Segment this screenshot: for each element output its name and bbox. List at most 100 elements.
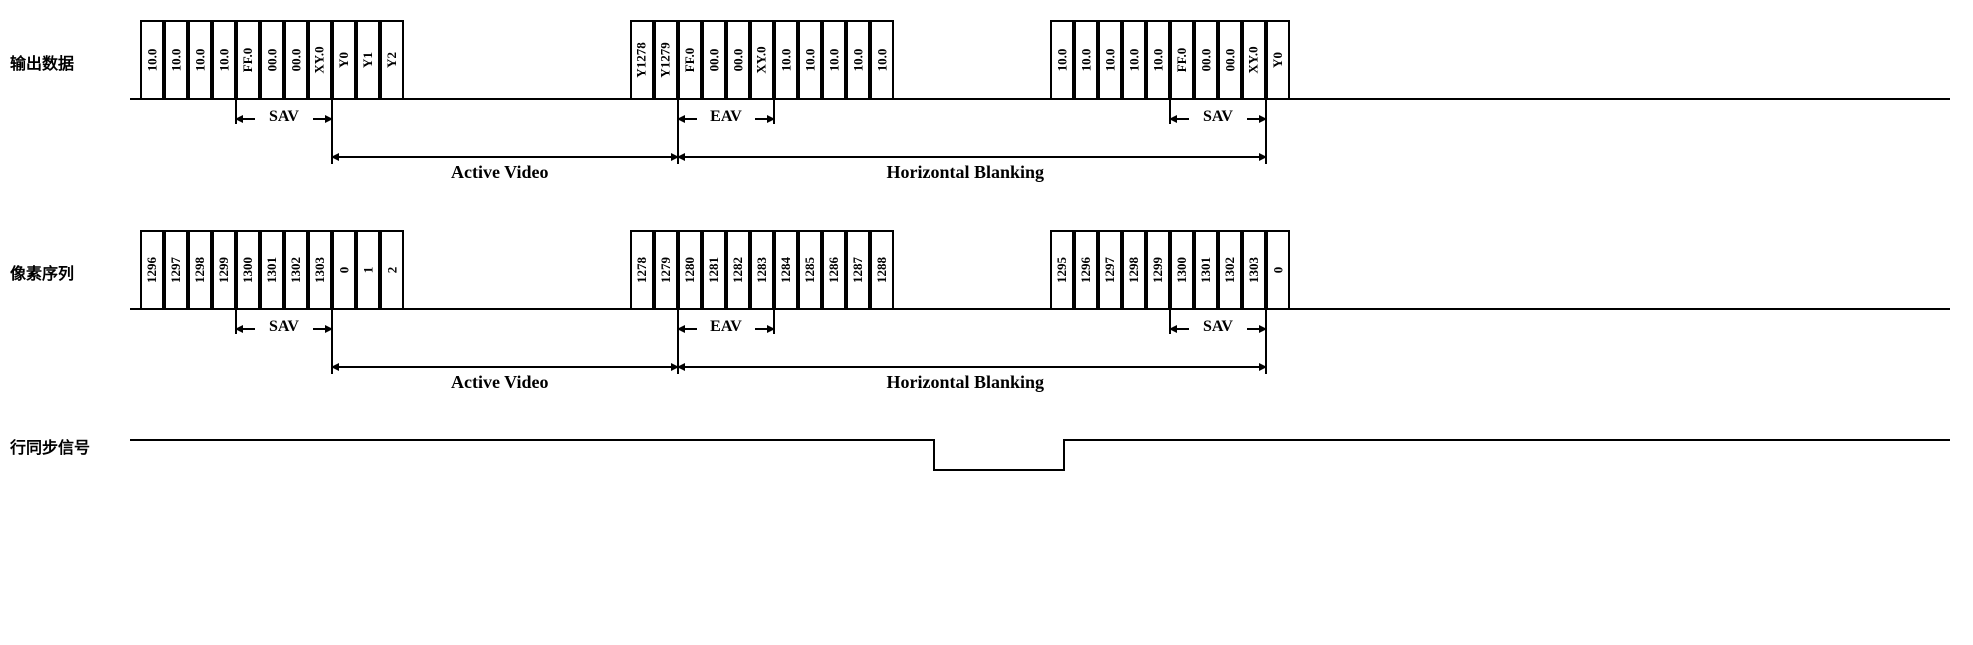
pixels-cell: 1303 <box>308 230 332 308</box>
output-cell-text: 10.0 <box>778 49 794 72</box>
output-cell-text: 10.0 <box>1126 49 1142 72</box>
pixels-row: 像素序列129612971298129913001301130213030121… <box>10 230 1963 400</box>
hsync-label: 行同步信号 <box>10 430 130 458</box>
pixels-cell-text: 1299 <box>1150 257 1166 283</box>
pixels-cell: 1296 <box>140 230 164 308</box>
label-text: SAV <box>1203 108 1233 126</box>
pixels-cell-text: 1300 <box>240 257 256 283</box>
pixels-cell-text: 1296 <box>1078 257 1094 283</box>
output-cell-text: 00.0 <box>730 49 746 72</box>
pixels-cell: 1296 <box>1074 230 1098 308</box>
pixels-cell-text: 0 <box>1270 267 1286 274</box>
output-cell-text: 10.0 <box>1054 49 1070 72</box>
output-row: 输出数据10.010.010.010.0FF.000.000.0XY.0Y0Y1… <box>10 20 1963 190</box>
output-cell: FF.0 <box>236 20 260 98</box>
output-cell: 00.0 <box>284 20 308 98</box>
output-cell-text: 10.0 <box>874 49 890 72</box>
pixels-cell: 1288 <box>870 230 894 308</box>
span-arrow <box>332 156 678 158</box>
output-cell-text: 10.0 <box>826 49 842 72</box>
output-cell-text: XY.0 <box>1246 46 1262 73</box>
output-cell: 00.0 <box>726 20 750 98</box>
output-cell: 10.0 <box>822 20 846 98</box>
output-cell: 10.0 <box>1122 20 1146 98</box>
pixels-cell-text: 1278 <box>634 257 650 283</box>
cover <box>303 323 313 333</box>
big-label: Active Video <box>451 372 548 393</box>
output-cell-text: 10.0 <box>850 49 866 72</box>
pixels-cell-text: 1302 <box>1222 257 1238 283</box>
output-cell: 00.0 <box>260 20 284 98</box>
pixels-cell: 1298 <box>1122 230 1146 308</box>
span-arrow <box>678 156 1266 158</box>
big-label: Horizontal Blanking <box>887 162 1045 183</box>
span-arrow <box>678 366 1266 368</box>
output-cell: XY.0 <box>1242 20 1266 98</box>
pixels-label: 像素序列 <box>10 230 130 284</box>
output-cell-text: Y0 <box>336 52 352 68</box>
output-cell: FF.0 <box>1170 20 1194 98</box>
pixels-cell-text: 1295 <box>1054 257 1070 283</box>
pixels-cell-text: 1300 <box>1174 257 1190 283</box>
pixels-cell: 1303 <box>1242 230 1266 308</box>
pixels-cell: 1284 <box>774 230 798 308</box>
output-cell: Y1 <box>356 20 380 98</box>
cover <box>1237 113 1247 123</box>
output-cell-text: 00.0 <box>288 49 304 72</box>
big-label: Active Video <box>451 162 548 183</box>
cover <box>1237 323 1247 333</box>
output-cell: Y2 <box>380 20 404 98</box>
pixels-cell-text: 1298 <box>1126 257 1142 283</box>
pixels-cell: 1286 <box>822 230 846 308</box>
output-cell: 10.0 <box>1146 20 1170 98</box>
output-cell-text: 10.0 <box>1078 49 1094 72</box>
output-cell: Y0 <box>332 20 356 98</box>
cover <box>745 323 755 333</box>
output-cell: 10.0 <box>188 20 212 98</box>
label-text: SAV <box>269 318 299 336</box>
output-cell-text: Y1279 <box>658 42 674 77</box>
pixels-cell-text: 1301 <box>264 257 280 283</box>
output-cell: 10.0 <box>164 20 188 98</box>
pixels-cell: 1285 <box>798 230 822 308</box>
pixels-cell: 1280 <box>678 230 702 308</box>
pixels-cell: 1297 <box>1098 230 1122 308</box>
pixels-cell-text: 1279 <box>658 257 674 283</box>
span-arrow <box>332 366 678 368</box>
pixels-track: 1296129712981299130013011302130301212781… <box>130 230 1963 400</box>
pixels-cell-text: 1283 <box>754 257 770 283</box>
output-cell-text: 10.0 <box>192 49 208 72</box>
output-cell: 10.0 <box>870 20 894 98</box>
pixels-cell-text: 1303 <box>1246 257 1262 283</box>
pixels-cell-text: 1285 <box>802 257 818 283</box>
pixels-cell: 1301 <box>1194 230 1218 308</box>
pixels-cell-text: 1299 <box>216 257 232 283</box>
pixels-cell: 2 <box>380 230 404 308</box>
pixels-cell: 1297 <box>164 230 188 308</box>
output-cell-text: Y0 <box>1270 52 1286 68</box>
output-cell: 00.0 <box>1218 20 1242 98</box>
pixels-cell-text: 0 <box>336 267 352 274</box>
pixels-cell-text: 1298 <box>192 257 208 283</box>
output-cell-text: 10.0 <box>1150 49 1166 72</box>
output-cell-text: Y1 <box>360 52 376 68</box>
output-cell-text: 00.0 <box>1222 49 1238 72</box>
output-cell: FF.0 <box>678 20 702 98</box>
output-cell: 10.0 <box>140 20 164 98</box>
output-cell: 10.0 <box>1074 20 1098 98</box>
output-cell: XY.0 <box>750 20 774 98</box>
output-cell-text: FF.0 <box>682 48 698 72</box>
pixels-cell-text: 1282 <box>730 257 746 283</box>
pixels-cells: 1296129712981299130013011302130301212781… <box>130 230 1950 310</box>
pixels-cell-text: 1287 <box>850 257 866 283</box>
pixels-cell-text: 1296 <box>144 257 160 283</box>
hsync-waveform <box>130 430 1950 490</box>
pixels-cell-text: 1 <box>360 267 376 274</box>
label-text: EAV <box>710 318 742 336</box>
output-cell-text: 10.0 <box>216 49 232 72</box>
output-cell-text: 10.0 <box>1102 49 1118 72</box>
output-cell-text: 00.0 <box>1198 49 1214 72</box>
output-cell-text: FF.0 <box>1174 48 1190 72</box>
pixels-cell: 1295 <box>1050 230 1074 308</box>
label-text: SAV <box>1203 318 1233 336</box>
